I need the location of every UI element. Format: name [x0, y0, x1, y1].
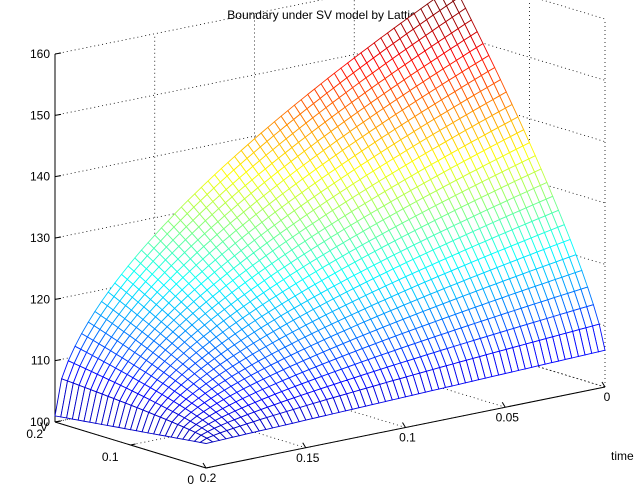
surface-mesh — [54, 0, 606, 444]
z-tick-label: 110 — [31, 354, 50, 368]
v-tick-mark — [54, 420, 61, 423]
z-tick-label: 130 — [30, 231, 50, 245]
z-tick-mark — [54, 236, 62, 239]
time-tick-label: 0 — [604, 390, 611, 404]
z-tick-mark — [54, 175, 62, 178]
v-tick-label: 0 — [187, 473, 194, 487]
time-tick-mark — [302, 442, 307, 449]
surface-cell — [198, 437, 214, 444]
z-tick-mark — [54, 297, 62, 300]
time-tick-mark — [501, 401, 506, 408]
time-axis-label: time — [611, 449, 634, 463]
time-tick-label: 0.1 — [399, 431, 416, 445]
grid-line-z — [541, 0, 606, 20]
v-tick-label: 0.1 — [102, 450, 119, 464]
time-tick-label: 0.05 — [496, 410, 520, 424]
time-tick-label: 0.15 — [296, 451, 320, 465]
z-tick-label: 120 — [30, 292, 50, 306]
z-tick-mark — [54, 113, 62, 116]
axes — [54, 52, 606, 469]
z-tick-label: 160 — [30, 47, 50, 61]
z-tick-mark — [54, 52, 62, 55]
chart-title: Boundary under SV model by Lattice — [227, 8, 423, 22]
time-tick-mark — [402, 422, 406, 428]
time-tick-label: 0.2 — [200, 471, 217, 485]
v-axis-label: V — [40, 420, 48, 434]
z-tick-label: 150 — [30, 108, 50, 122]
time-tick-mark — [202, 462, 207, 469]
z-tick-label: 140 — [30, 170, 50, 184]
v-tick-label: 0.2 — [26, 427, 43, 441]
v-tick-mark — [130, 443, 136, 446]
tick-labels: 100 110 120 130 140 150 160 0 0.1 0.2 0.2 0.15 0.1 0.… — [26, 47, 610, 487]
time-tick-mark — [601, 381, 606, 388]
z-tick-mark — [54, 359, 62, 362]
v-tick-mark — [205, 466, 212, 469]
z-tick-label: 100 — [30, 415, 50, 429]
